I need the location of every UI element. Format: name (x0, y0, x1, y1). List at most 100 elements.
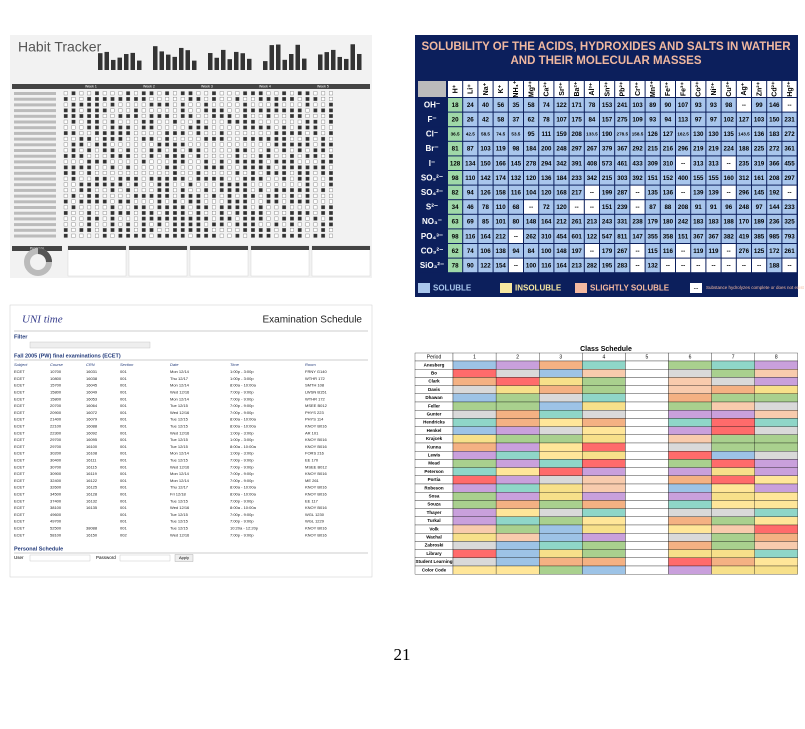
checkbox (251, 233, 255, 238)
checkbox (118, 216, 123, 221)
cell (782, 229, 797, 243)
week-label: Week 1 (85, 84, 97, 88)
checkbox (165, 148, 170, 153)
exam-cell: 001 (120, 512, 127, 517)
cell (736, 112, 751, 127)
checkbox (329, 182, 333, 187)
checkbox (149, 131, 154, 136)
exam-cell: 52500 (50, 525, 62, 530)
checkbox (126, 148, 131, 153)
checkbox (95, 199, 99, 204)
cation-cell (524, 81, 539, 97)
checkbox (196, 211, 201, 215)
checkbox (321, 136, 326, 141)
checkbox (63, 97, 68, 101)
checkbox (204, 125, 209, 130)
class-cell (495, 459, 540, 468)
class-cell (539, 483, 583, 493)
apply-button[interactable] (174, 554, 194, 562)
habit-label (14, 120, 56, 124)
habit-bar (192, 60, 197, 70)
exam-cell: LWSN B151 (305, 389, 327, 394)
exam-cell: 16135 (86, 505, 98, 510)
checkbox (71, 176, 76, 181)
class-cell (582, 475, 626, 485)
cell (752, 156, 767, 170)
exam-cell: 7:00p - 9:00p (230, 457, 254, 462)
cell (706, 258, 721, 273)
checkbox (321, 216, 326, 221)
checkbox (274, 148, 279, 153)
checkbox (266, 131, 271, 136)
class-cell (668, 508, 712, 517)
class-cell (582, 565, 626, 575)
teacher: Library (426, 551, 442, 556)
class-cell (452, 459, 497, 468)
cell-value: 294 (541, 160, 552, 167)
cell (676, 229, 691, 243)
checkbox (79, 211, 84, 215)
checkbox (235, 205, 240, 210)
checkbox (321, 108, 326, 113)
checkbox (173, 119, 177, 124)
corner-cell (418, 81, 446, 97)
cell (736, 156, 751, 170)
checkbox (165, 91, 170, 96)
checkbox (329, 102, 333, 107)
checkbox (251, 136, 255, 141)
checkbox (329, 159, 333, 164)
checkbox (102, 199, 107, 204)
legend-swatch (418, 283, 430, 293)
exam-cell: Mon 12/14 (170, 478, 190, 483)
cell-value: -- (575, 204, 579, 211)
exam-cell: ECET (14, 437, 25, 442)
cation-cell (508, 81, 523, 97)
legend-swatch (690, 283, 702, 293)
checkbox (110, 131, 115, 136)
class-cell (625, 467, 669, 476)
exam-cell: Mon 12/14 (170, 396, 190, 401)
cell (539, 258, 554, 273)
cell-value: -- (681, 190, 685, 197)
note-head (312, 246, 370, 250)
cell-value: 278.5 (617, 132, 629, 137)
checkbox (212, 216, 216, 221)
cell (554, 229, 569, 243)
habit-label (14, 143, 56, 147)
checkbox (71, 165, 76, 170)
cell (600, 229, 615, 243)
checkbox (71, 228, 76, 232)
checkbox (87, 199, 92, 204)
class-cell (625, 533, 669, 542)
password-label: Password (96, 555, 116, 560)
cell-value: 150 (769, 117, 780, 124)
checkbox (297, 188, 302, 193)
cell-value: 342 (587, 175, 598, 182)
note-head (190, 246, 248, 250)
checkbox (95, 216, 99, 221)
teacher: Zabroski (425, 543, 444, 548)
exam-cell: WGL 1229 (305, 519, 325, 524)
cell-value: 276 (739, 248, 750, 255)
exam-cell: 38100 (50, 505, 62, 510)
class-cell (625, 401, 669, 411)
cell (554, 141, 569, 156)
checkbox (329, 131, 333, 136)
checkbox (313, 233, 318, 238)
class-cell (582, 442, 626, 452)
checkbox (102, 188, 107, 193)
habit-bar (221, 49, 226, 70)
cell-value: 183 (769, 131, 780, 138)
class-cell (539, 549, 583, 558)
cell-value: 18 (452, 102, 459, 109)
checkbox (149, 119, 154, 124)
checkbox (173, 171, 177, 175)
cell (539, 214, 554, 229)
checkbox (290, 193, 294, 198)
checkbox (196, 222, 201, 227)
cell-value: 78 (543, 117, 550, 124)
habit-bar (185, 50, 190, 70)
checkbox (165, 199, 170, 204)
checkbox (274, 199, 279, 204)
checkbox (165, 142, 170, 147)
